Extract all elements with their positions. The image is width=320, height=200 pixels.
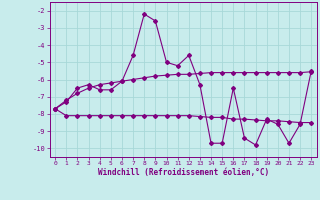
- X-axis label: Windchill (Refroidissement éolien,°C): Windchill (Refroidissement éolien,°C): [98, 168, 269, 177]
